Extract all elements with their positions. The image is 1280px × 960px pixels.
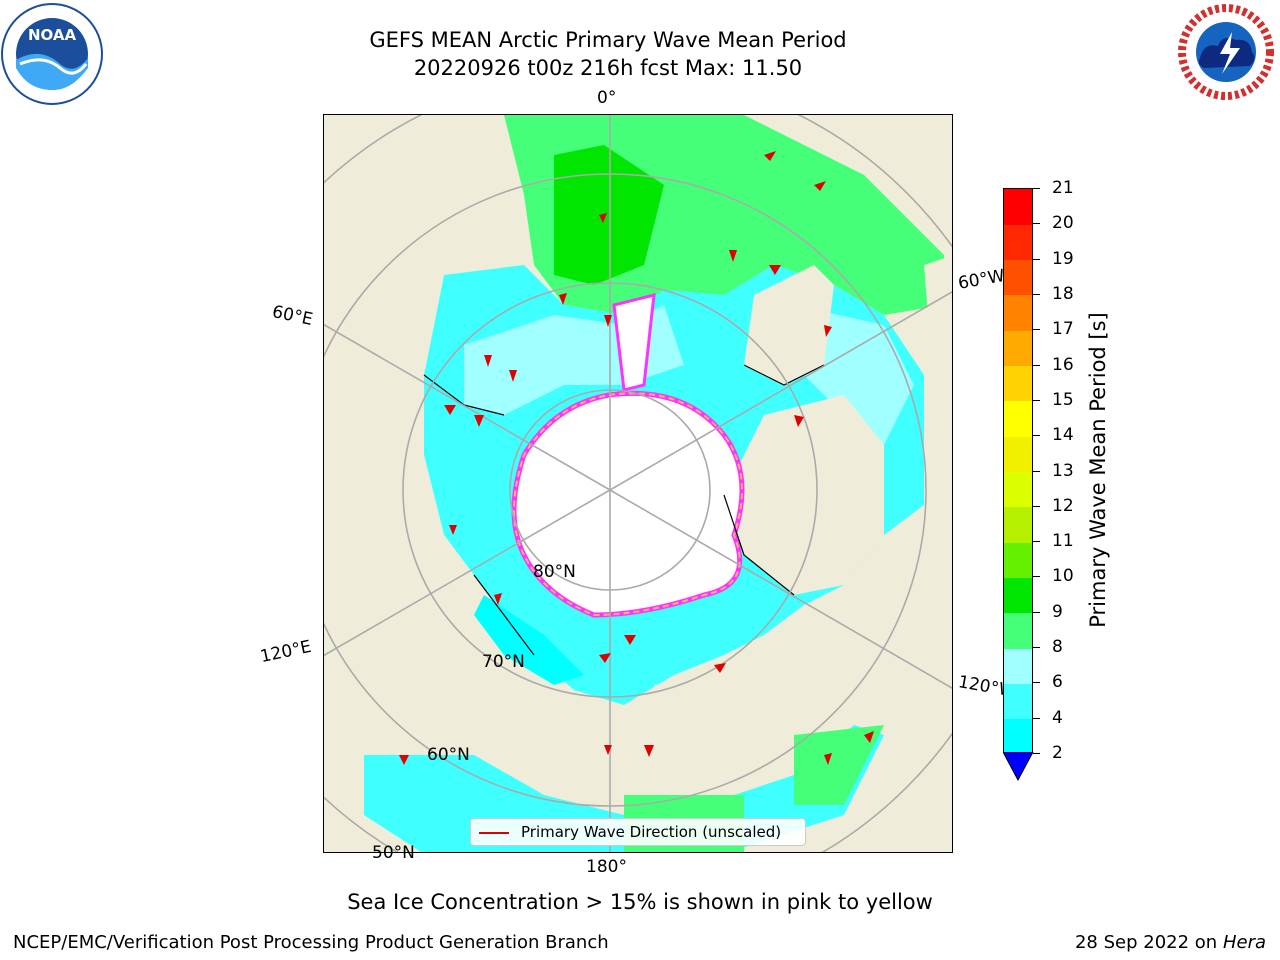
footer-date: 28 Sep 2022 on [1074, 932, 1218, 953]
wave-direction-arrows [399, 151, 874, 765]
lon-label-60e: 60°E [270, 301, 315, 331]
svg-text:NOAA: NOAA [28, 26, 77, 44]
colorbar-tick-label: 12 [1052, 495, 1074, 516]
colorbar-segment [1004, 577, 1032, 614]
colorbar-segment [1004, 612, 1032, 649]
colorbar-tick [1033, 223, 1040, 225]
map-canvas [324, 115, 952, 852]
colorbar-tick [1033, 576, 1040, 578]
colorbar-tick [1033, 329, 1040, 331]
colorbar-segment [1004, 400, 1032, 437]
lat-label-80n: 80°N [533, 562, 576, 582]
colorbar-segment [1004, 683, 1032, 720]
colorbar-tick [1033, 435, 1040, 437]
colorbar-tick [1033, 682, 1040, 684]
colorbar-segment [1004, 224, 1032, 261]
colorbar-extend-min [1003, 752, 1034, 782]
colorbar-tick [1033, 647, 1040, 649]
colorbar-segment [1004, 189, 1032, 225]
colorbar-tick-label: 9 [1052, 601, 1063, 622]
canadian-archipelago-land [724, 395, 884, 595]
colorbar-tick-label: 15 [1052, 389, 1074, 410]
colorbar [1003, 188, 1033, 755]
colorbar-tick-label: 4 [1052, 707, 1063, 728]
colorbar-tick-label: 20 [1052, 213, 1074, 234]
colorbar-tick-label: 18 [1052, 283, 1074, 304]
chart-title-line1: GEFS MEAN Arctic Primary Wave Mean Perio… [369, 28, 847, 52]
colorbar-tick [1033, 505, 1040, 507]
colorbar-segment [1004, 648, 1032, 684]
colorbar-tick-label: 11 [1052, 531, 1074, 552]
lon-label-120w: 120°W [956, 672, 1006, 700]
colorbar-tick-label: 2 [1052, 743, 1063, 763]
colorbar-tick-label: 14 [1052, 425, 1074, 446]
colorbar-tick [1033, 399, 1040, 401]
colorbar-tick-label: 19 [1052, 248, 1074, 269]
longitude-grid [324, 115, 952, 852]
colorbar-tick-label: 16 [1052, 354, 1074, 375]
colorbar-tick [1033, 188, 1040, 189]
lat-label-60n: 60°N [427, 745, 470, 765]
colorbar-tick [1033, 258, 1040, 260]
colorbar-tick [1033, 717, 1040, 719]
colorbar-segment [1004, 436, 1032, 472]
colorbar-segment [1004, 471, 1032, 508]
national-weather-service-logo [1174, 2, 1278, 106]
colorbar-tick [1033, 470, 1040, 472]
colorbar-segment [1004, 259, 1032, 296]
colorbar-segment [1004, 506, 1032, 543]
colorbar-tick [1033, 753, 1040, 754]
colorbar-tick [1033, 611, 1040, 613]
colorbar-tick [1033, 541, 1040, 543]
footer-right: 28 Sep 2022 on Hera [1075, 932, 1266, 953]
lon-label-180: 180° [586, 857, 627, 877]
lon-label-0: 0° [597, 88, 617, 108]
colorbar-segment [1004, 330, 1032, 367]
colorbar-tick-label: 17 [1052, 319, 1074, 340]
footer-left: NCEP/EMC/Verification Post Processing Pr… [13, 932, 609, 953]
legend-label: Primary Wave Direction (unscaled) [521, 823, 782, 841]
colorbar-segment [1004, 718, 1032, 755]
colorbar-tick [1033, 364, 1040, 366]
colorbar-segment [1004, 365, 1032, 402]
map-legend: Primary Wave Direction (unscaled) [470, 818, 806, 846]
colorbar-tick-label: 10 [1052, 566, 1074, 587]
footer-host: Hera [1222, 932, 1266, 953]
colorbar-tick [1033, 293, 1040, 295]
colorbar-tick-label: 8 [1052, 637, 1063, 658]
sea-ice-note: Sea Ice Concentration > 15% is shown in … [347, 890, 933, 914]
colorbar-segment [1004, 294, 1032, 331]
north-america-land [884, 255, 952, 852]
lat-label-70n: 70°N [482, 652, 525, 672]
colorbar-segment [1004, 542, 1032, 578]
noaa-logo: NOAA [0, 2, 104, 106]
legend-arrow-line [479, 832, 509, 834]
polar-map [323, 114, 953, 853]
chart-title-line2: 20220926 t00z 216h fcst Max: 11.50 [413, 56, 803, 80]
lat-label-50n: 50°N [372, 843, 415, 863]
colorbar-title: Primary Wave Mean Period [s] [1086, 312, 1110, 628]
scandinavia-land [324, 115, 504, 395]
lon-label-120e: 120°E [258, 636, 314, 668]
siberia-land [324, 375, 474, 635]
colorbar-tick-label: 13 [1052, 460, 1074, 481]
colorbar-tick-label: 21 [1052, 178, 1074, 198]
lon-label-60w: 60°W [956, 266, 1006, 294]
colorbar-tick-label: 6 [1052, 672, 1063, 693]
